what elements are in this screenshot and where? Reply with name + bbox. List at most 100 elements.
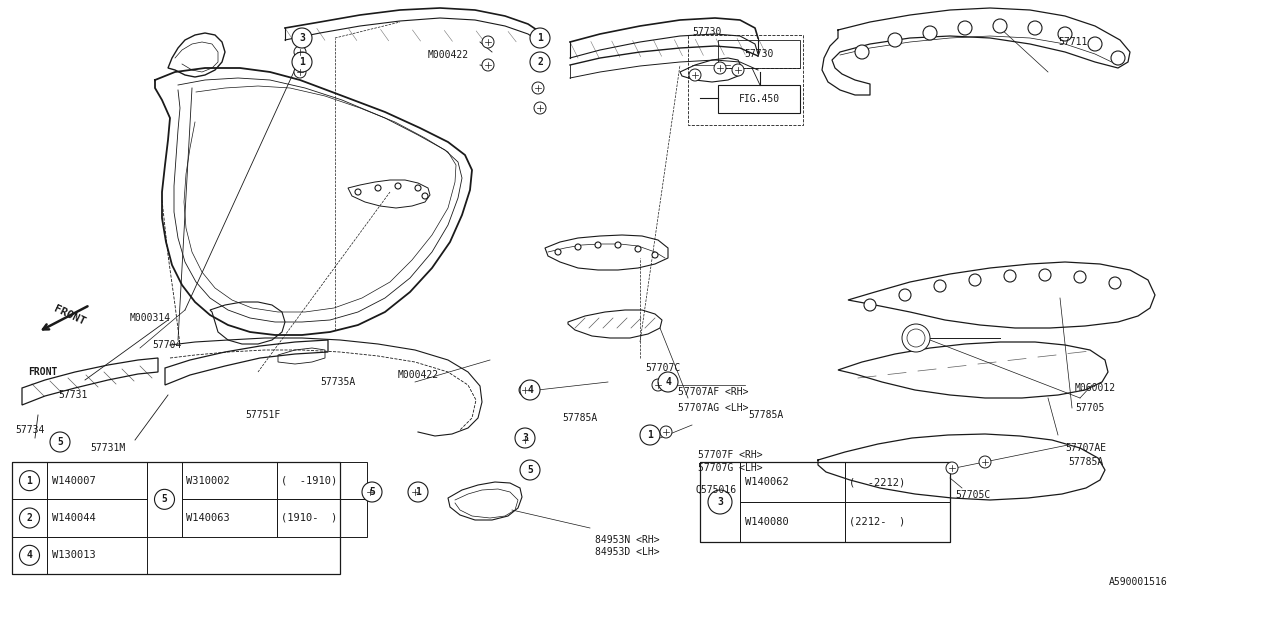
Circle shape [530,28,550,48]
Circle shape [19,470,40,491]
Circle shape [969,274,980,286]
Bar [47,462,147,499]
Circle shape [408,482,428,502]
Text: FRONT: FRONT [28,367,58,377]
Circle shape [658,372,678,392]
Text: 2: 2 [27,513,32,523]
Circle shape [50,432,70,452]
Text: M000314: M000314 [131,313,172,323]
Text: 57707AE: 57707AE [1065,443,1106,453]
Bar [276,462,367,499]
Bar [740,502,845,542]
Circle shape [1039,269,1051,281]
Circle shape [292,52,312,72]
Circle shape [957,21,972,35]
Bar [12,462,340,574]
Text: 4: 4 [527,385,532,395]
Text: Q575016: Q575016 [695,485,736,495]
Text: 1: 1 [300,57,305,67]
Circle shape [640,425,660,445]
Text: W140080: W140080 [745,517,788,527]
Text: 1: 1 [648,430,653,440]
Circle shape [979,456,991,468]
Circle shape [946,462,957,474]
Circle shape [410,486,421,498]
Circle shape [899,289,911,301]
Circle shape [530,52,550,72]
Circle shape [518,434,531,446]
Circle shape [614,242,621,248]
Circle shape [575,244,581,250]
Circle shape [422,193,428,199]
Bar [689,35,803,125]
Circle shape [902,324,931,352]
Circle shape [292,28,312,48]
Circle shape [708,490,732,514]
Circle shape [855,45,869,59]
Text: 57707AG <LH>: 57707AG <LH> [678,403,749,413]
Bar [47,499,147,537]
Circle shape [294,66,306,78]
Circle shape [355,189,361,195]
Text: M060012: M060012 [1075,383,1116,393]
Circle shape [362,482,381,502]
Text: 5: 5 [161,494,168,504]
Text: 4: 4 [27,550,32,561]
Text: W140007: W140007 [52,476,96,486]
Circle shape [1059,27,1073,41]
Text: 57707C: 57707C [645,363,680,373]
Circle shape [864,299,876,311]
Text: 57705C: 57705C [955,490,991,500]
Circle shape [923,26,937,40]
Circle shape [1108,277,1121,289]
Circle shape [483,36,494,48]
Bar [700,462,740,542]
Circle shape [1074,271,1085,283]
Circle shape [483,59,494,71]
Circle shape [1088,37,1102,51]
Text: 5: 5 [527,465,532,475]
Text: W140044: W140044 [52,513,96,523]
Circle shape [993,19,1007,33]
Circle shape [155,490,174,509]
Bar [700,462,950,542]
Text: A590001516: A590001516 [1110,577,1169,587]
Text: 1: 1 [538,33,543,43]
Bar [845,462,950,502]
Circle shape [534,102,547,114]
Text: 84953D <LH>: 84953D <LH> [595,547,659,557]
Text: 57731M: 57731M [90,443,125,453]
Text: W130013: W130013 [52,550,96,561]
Circle shape [375,185,381,191]
Text: 57707G <LH>: 57707G <LH> [698,463,763,473]
Text: 57785A: 57785A [562,413,598,423]
Circle shape [652,379,664,391]
Circle shape [660,426,672,438]
Text: (  -1910): ( -1910) [282,476,337,486]
Bar [845,502,950,542]
Text: 57704: 57704 [152,340,182,350]
Text: (2212-  ): (2212- ) [849,517,905,527]
Bar [740,462,845,502]
Text: 57734: 57734 [15,425,45,435]
Text: W310002: W310002 [186,476,229,486]
Text: 57785A: 57785A [1068,457,1103,467]
Circle shape [19,545,40,565]
Circle shape [635,246,641,252]
Text: FIG.450: FIG.450 [739,94,780,104]
Text: W140063: W140063 [186,513,229,523]
Circle shape [19,508,40,528]
Text: 1: 1 [27,476,32,486]
Circle shape [532,82,544,94]
Bar [12,462,47,499]
Text: FRONT: FRONT [52,303,87,326]
Circle shape [520,380,540,400]
Bar [718,40,800,68]
Text: 3: 3 [717,497,723,507]
Text: 5: 5 [58,437,63,447]
Bar [718,85,800,113]
Bar [12,499,47,537]
Bar [276,499,367,537]
Text: 3: 3 [300,33,305,43]
Text: 84953N <RH>: 84953N <RH> [595,535,659,545]
